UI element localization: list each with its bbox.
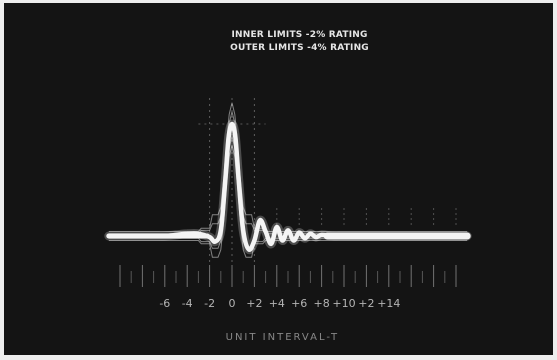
pulse-response-plot: -6 -4 -2 0 +2 +4 +6 +8 +10 +2 +14 UNIT INTERVAL-T bbox=[104, 98, 472, 343]
oscilloscope-screen: INNER LIMITS -2% RATING OUTER LIMITS -4%… bbox=[4, 3, 553, 355]
x-tick-label: 0 bbox=[229, 297, 236, 310]
x-tick-label: +8 bbox=[313, 297, 329, 310]
x-tick-label: +4 bbox=[269, 297, 285, 310]
x-tick-label: -6 bbox=[159, 297, 170, 310]
x-tick-label: +2 bbox=[358, 297, 374, 310]
graticule bbox=[119, 98, 457, 287]
x-tick-label: +10 bbox=[332, 297, 355, 310]
outer-limit-lower bbox=[108, 145, 468, 258]
trace-series-0 bbox=[106, 121, 470, 252]
outer-limits-label: OUTER LIMITS -4% RATING bbox=[230, 43, 369, 53]
pulse-trace bbox=[104, 119, 472, 255]
chart-header: INNER LIMITS -2% RATING OUTER LIMITS -4%… bbox=[4, 29, 553, 55]
x-axis-title: UNIT INTERVAL-T bbox=[226, 332, 340, 343]
inner-limit-upper bbox=[108, 111, 468, 235]
x-tick-label: +14 bbox=[377, 297, 400, 310]
x-tick-label: +2 bbox=[246, 297, 262, 310]
x-tick-label: -2 bbox=[204, 297, 215, 310]
x-tick-labels: -6 -4 -2 0 +2 +4 +6 +8 +10 +2 +14 bbox=[159, 297, 400, 310]
outer-limit-upper bbox=[108, 102, 468, 232]
x-tick-label: -4 bbox=[182, 297, 193, 310]
inner-limits-label: INNER LIMITS -2% RATING bbox=[231, 30, 368, 40]
x-tick-label: +6 bbox=[291, 297, 307, 310]
